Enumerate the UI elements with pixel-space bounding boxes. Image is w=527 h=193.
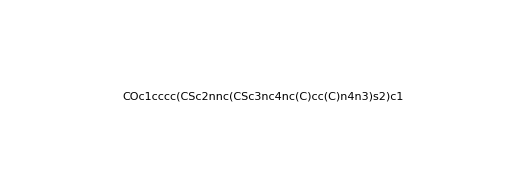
Text: COc1cccc(CSc2nnc(CSc3nc4nc(C)cc(C)n4n3)s2)c1: COc1cccc(CSc2nnc(CSc3nc4nc(C)cc(C)n4n3)s… bbox=[123, 91, 404, 102]
